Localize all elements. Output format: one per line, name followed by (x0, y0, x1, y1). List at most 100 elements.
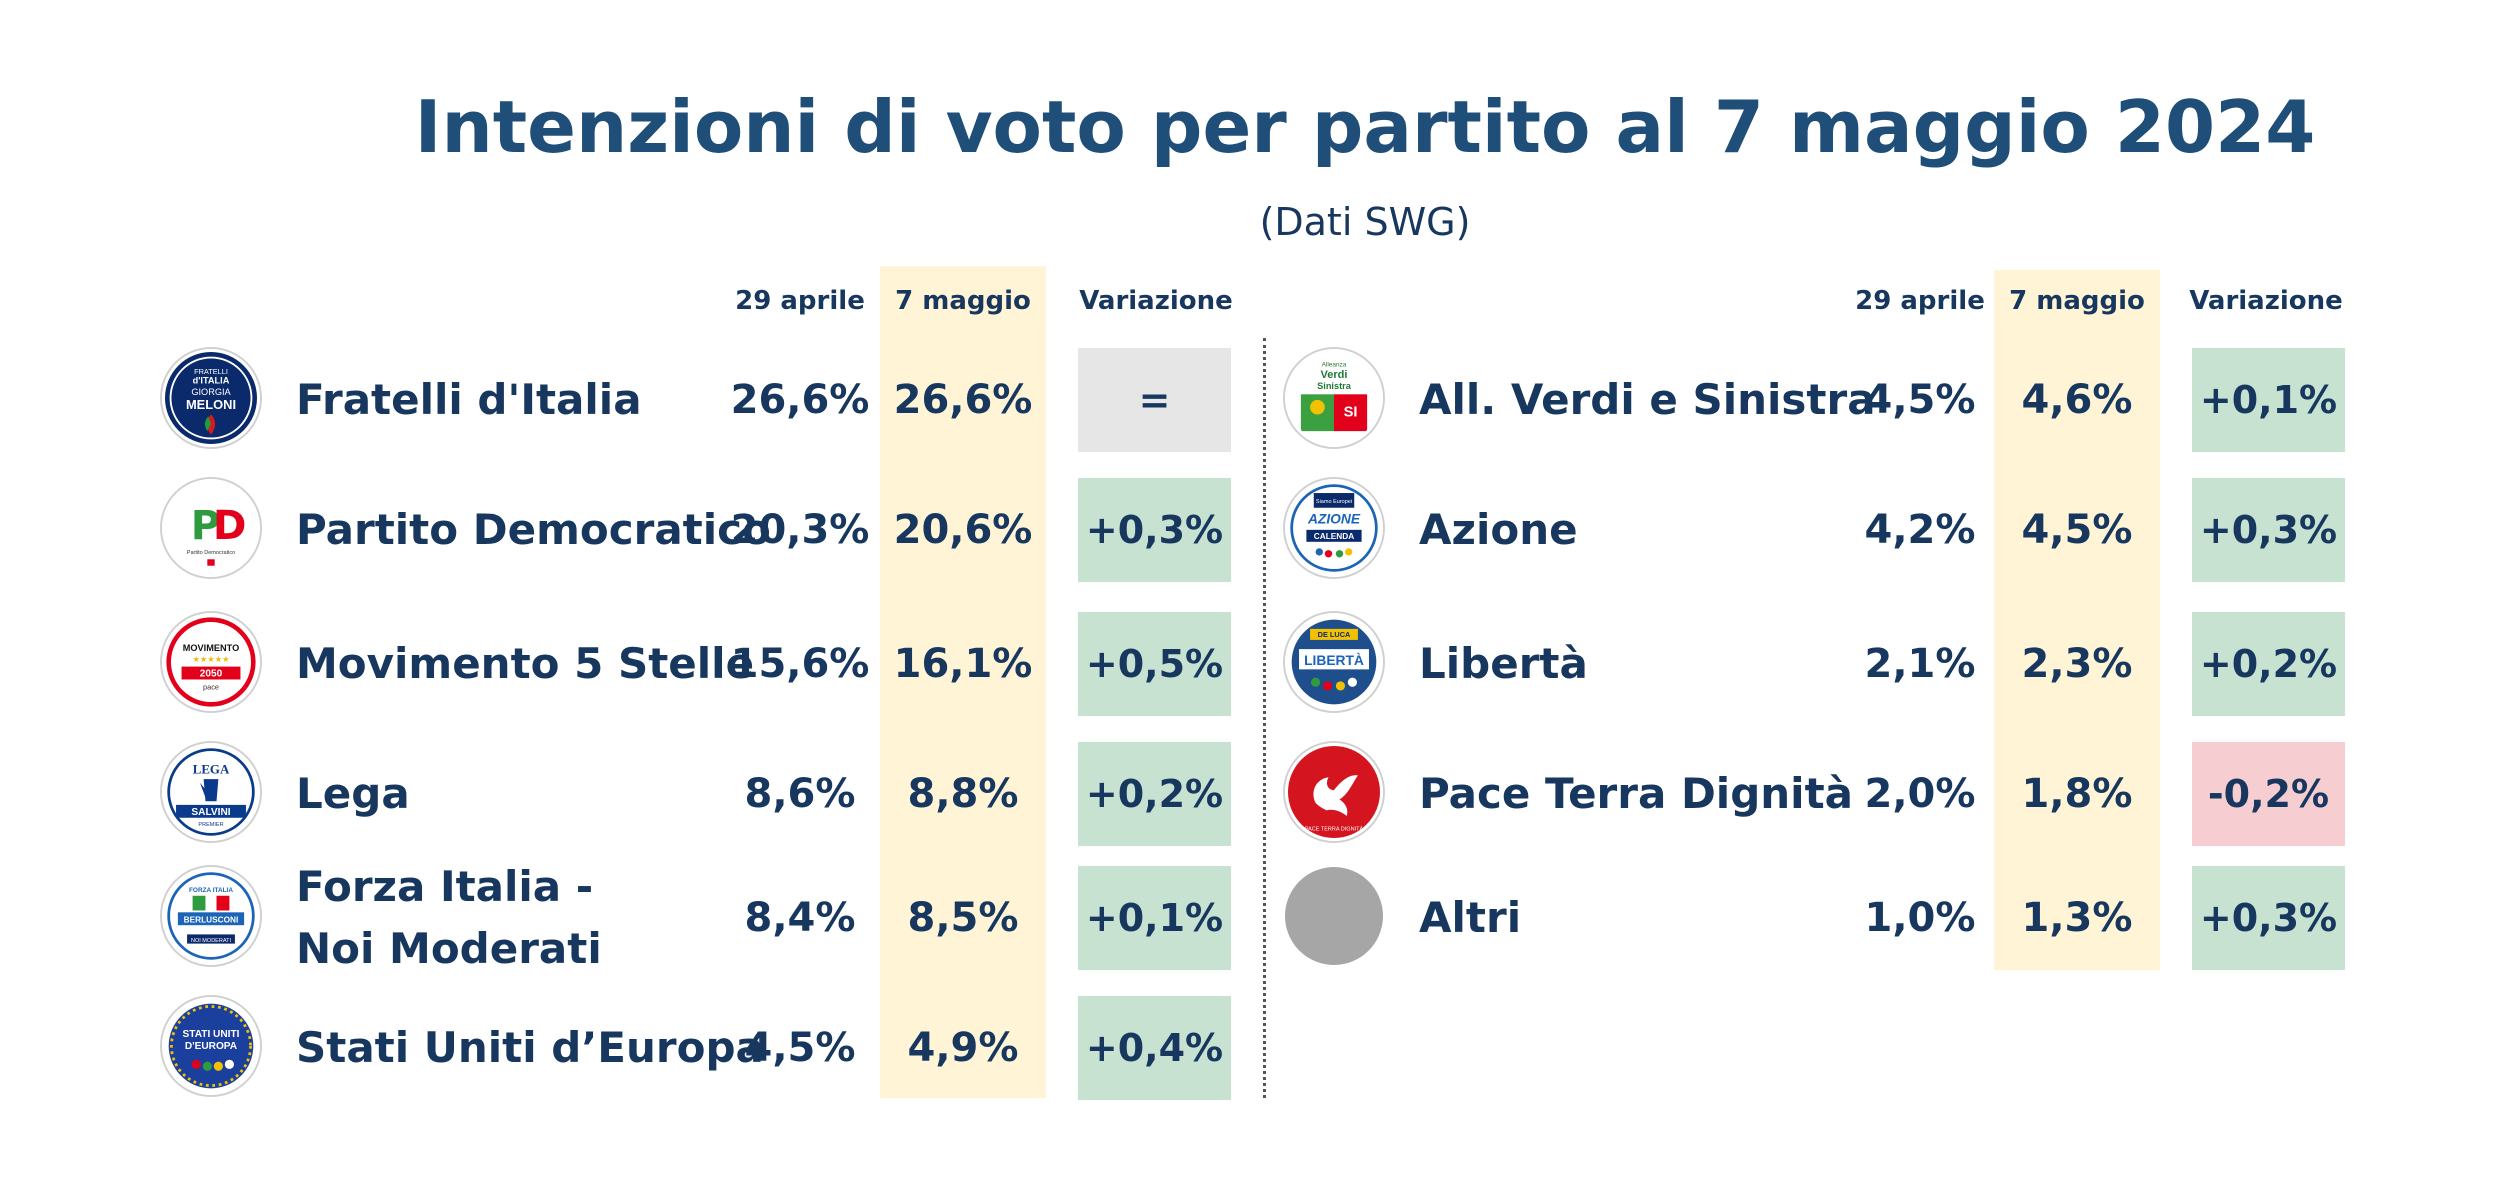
variation-badge: +0,3% (2192, 866, 2345, 970)
party-name: Azione (1419, 478, 1578, 582)
value-29-aprile: 1,0% (1864, 895, 1976, 941)
variation-badge: +0,5% (1078, 612, 1231, 716)
party-name-line: Azione (1419, 505, 1578, 554)
value-7-maggio: 26,6% (893, 377, 1033, 423)
pd-logo: P D Partito Democratico (162, 479, 260, 577)
value-7-maggio: 1,8% (2021, 771, 2133, 817)
m5s-logo: MOVIMENTO ★★★★★ 2050 pace (162, 613, 260, 711)
svg-text:SI: SI (1344, 404, 1358, 420)
svg-text:d'ITALIA: d'ITALIA (193, 375, 230, 385)
party-name-line: Stati Uniti d’Europa (296, 1023, 764, 1072)
right-header-curr: 7 maggio (2009, 286, 2145, 316)
value-7-maggio: 1,3% (2021, 895, 2133, 941)
party-name: Partito Democratico (296, 478, 771, 582)
party-name: Libertà (1419, 612, 1588, 716)
svg-text:BERLUSCONI: BERLUSCONI (184, 915, 239, 924)
party-name: All. Verdi e Sinistra (1419, 348, 1876, 452)
variation-badge: +0,3% (1078, 478, 1231, 582)
left-header-curr: 7 maggio (895, 286, 1031, 316)
svg-text:CALENDA: CALENDA (1314, 532, 1354, 541)
right-header-var: Variazione (2189, 286, 2343, 316)
party-name-line: Libertà (1419, 639, 1588, 688)
stati-uniti-europa-logo: STATI UNITI D'EUROPA (162, 997, 260, 1095)
value-7-maggio: 4,9% (907, 1025, 1019, 1071)
value-29-aprile: 8,6% (744, 771, 856, 817)
variation-badge: +0,2% (1078, 742, 1231, 846)
svg-text:Siamo Europei: Siamo Europei (1316, 499, 1352, 505)
svg-text:DE LUCA: DE LUCA (1318, 630, 1351, 639)
party-row: P D Partito Democratico Partito Democrat… (162, 478, 1242, 582)
right-header-prev: 29 aprile (1855, 286, 1985, 316)
party-name: Forza Italia - Noi Moderati (296, 862, 602, 973)
party-name-line: Pace Terra Dignità (1419, 769, 1853, 818)
azione-logo: Siamo Europei AZIONE CALENDA (1285, 479, 1383, 577)
party-name-line: Noi Moderati (296, 924, 602, 973)
value-7-maggio: 2,3% (2021, 641, 2133, 687)
forza-italia-logo: FORZA ITALIA BERLUSCONI NOI MODERATI (162, 867, 260, 965)
svg-text:pace: pace (203, 683, 219, 692)
variation-badge: +0,1% (1078, 866, 1231, 970)
value-29-aprile: 4,2% (1864, 507, 1976, 553)
party-row: STATI UNITI D'EUROPA Stati Uniti d’Europ… (162, 996, 1242, 1100)
value-7-maggio: 4,6% (2021, 377, 2133, 423)
variation-badge: = (1078, 348, 1231, 452)
party-name-line: Movimento 5 Stelle (296, 639, 755, 688)
party-name: Fratelli d'Italia (296, 348, 642, 452)
svg-text:PACE TERRA DIGNITÀ: PACE TERRA DIGNITÀ (1305, 826, 1364, 833)
party-name: Altri (1419, 866, 1521, 970)
party-row: Siamo Europei AZIONE CALENDA Azione 4,2% 4… (1285, 478, 2365, 582)
left-header-prev: 29 aprile (735, 286, 865, 316)
svg-text:NOI MODERATI: NOI MODERATI (191, 938, 232, 944)
party-row: MOVIMENTO ★★★★★ 2050 pace Movimento 5 St… (162, 612, 1242, 716)
svg-text:SALVINI: SALVINI (191, 807, 230, 818)
svg-text:FRATELLI: FRATELLI (194, 367, 228, 376)
svg-text:LEGA: LEGA (193, 763, 230, 777)
value-29-aprile: 20,3% (730, 507, 870, 553)
svg-text:D: D (213, 501, 247, 549)
party-row: DE LUCA LIBERTÀ Libertà 2,1% 2,3% +0,2% (1285, 612, 2365, 716)
variation-badge: +0,2% (2192, 612, 2345, 716)
party-row: PACE TERRA DIGNITÀ Pace Terra Dignità 2,0… (1285, 742, 2365, 846)
party-row: Alleanza Verdi Sinistra SI All. Verdi e … (1285, 348, 2365, 452)
variation-badge: +0,4% (1078, 996, 1231, 1100)
svg-text:LIBERTÀ: LIBERTÀ (1304, 652, 1364, 668)
svg-text:MELONI: MELONI (186, 397, 236, 412)
svg-text:Sinistra: Sinistra (1317, 381, 1352, 391)
value-29-aprile: 4,5% (1864, 377, 1976, 423)
value-29-aprile: 2,0% (1864, 771, 1976, 817)
svg-text:Partito Democratico: Partito Democratico (187, 550, 235, 556)
pace-terra-dignita-logo: PACE TERRA DIGNITÀ (1285, 743, 1383, 841)
svg-text:Verdi: Verdi (1321, 369, 1348, 381)
party-row: LEGA SALVINI PREMIER Lega 8,6% 8,8% +0,2% (162, 742, 1242, 846)
svg-text:2050: 2050 (200, 669, 223, 680)
chart-title: Intenzioni di voto per partito al 7 magg… (414, 85, 2316, 169)
value-7-maggio: 16,1% (893, 641, 1033, 687)
svg-text:GIORGIA: GIORGIA (191, 387, 231, 397)
value-29-aprile: 2,1% (1864, 641, 1976, 687)
party-name-line: Lega (296, 769, 410, 818)
party-row: FRATELLI d'ITALIA GIORGIA MELONI Fratell… (162, 348, 1242, 452)
value-29-aprile: 15,6% (730, 641, 870, 687)
variation-badge: +0,1% (2192, 348, 2345, 452)
variation-badge: +0,3% (2192, 478, 2345, 582)
fratelli-italia-logo: FRATELLI d'ITALIA GIORGIA MELONI (162, 349, 260, 447)
party-row: Altri 1,0% 1,3% +0,3% (1285, 866, 2365, 970)
left-current-column-highlight (880, 266, 1046, 1098)
svg-text:PREMIER: PREMIER (198, 822, 223, 828)
right-current-column-highlight (1994, 270, 2160, 970)
party-name-line: Fratelli d'Italia (296, 375, 642, 424)
value-7-maggio: 8,8% (907, 771, 1019, 817)
party-name: Lega (296, 742, 410, 846)
value-29-aprile: 8,4% (744, 895, 856, 941)
party-name: Stati Uniti d’Europa (296, 996, 764, 1100)
liberta-logo: DE LUCA LIBERTÀ (1285, 613, 1383, 711)
party-name-line: Altri (1419, 893, 1522, 942)
svg-text:D'EUROPA: D'EUROPA (185, 1041, 238, 1052)
column-divider (1263, 338, 1266, 1098)
svg-text:P: P (191, 501, 221, 549)
left-header-var: Variazione (1079, 286, 1233, 316)
svg-text:FORZA ITALIA: FORZA ITALIA (189, 887, 233, 894)
value-7-maggio: 20,6% (893, 507, 1033, 553)
chart-subtitle: (Dati SWG) (1259, 200, 1471, 244)
svg-text:STATI UNITI: STATI UNITI (183, 1029, 240, 1040)
